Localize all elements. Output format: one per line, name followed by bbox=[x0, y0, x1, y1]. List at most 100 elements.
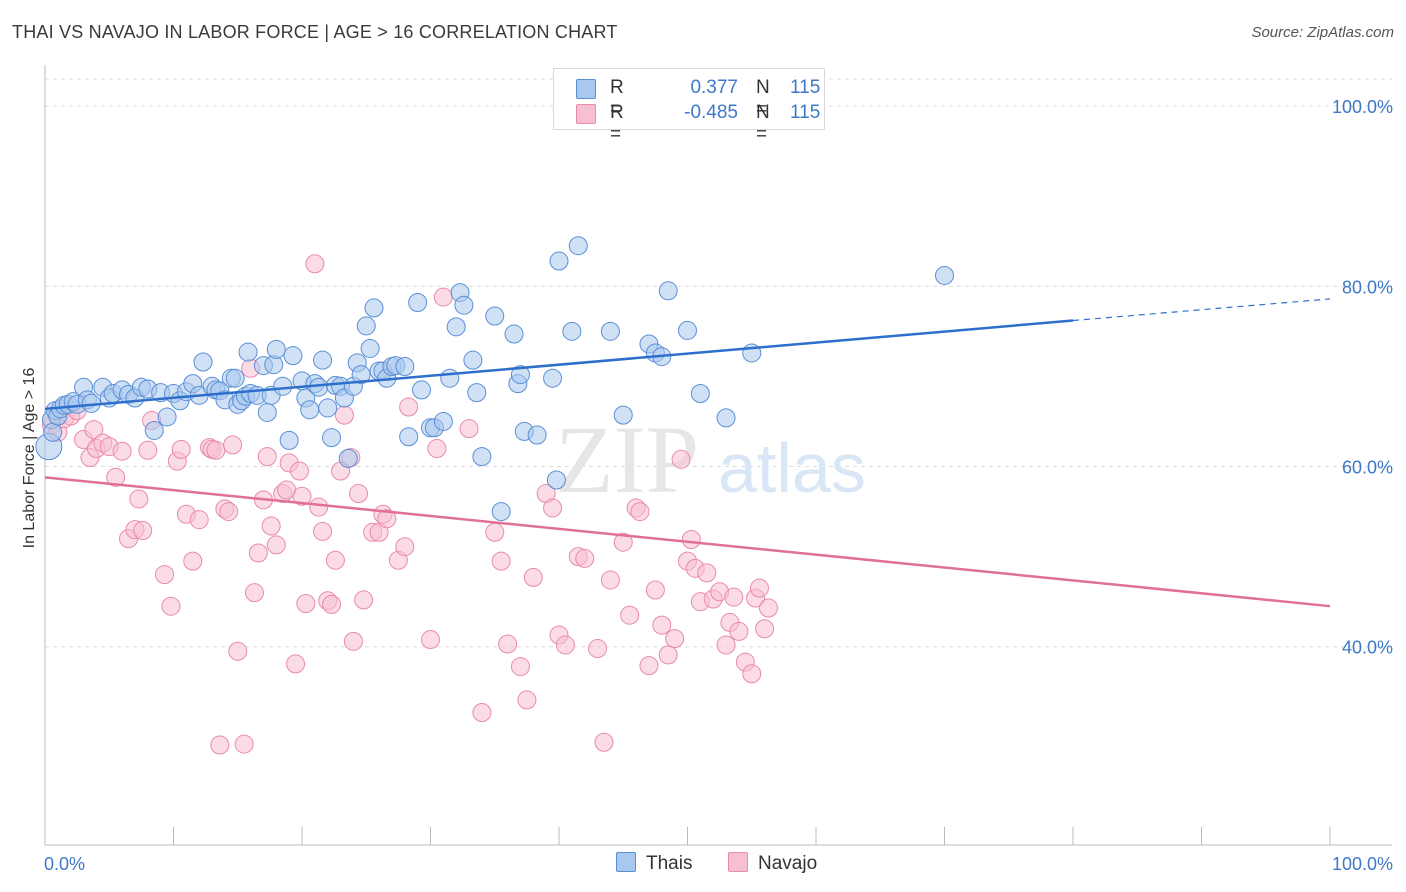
navajo-point bbox=[292, 486, 312, 506]
thais-r-label: R = bbox=[610, 77, 624, 120]
navajo-point bbox=[433, 287, 453, 307]
navajo-point bbox=[313, 521, 333, 541]
thais-point bbox=[549, 251, 569, 271]
navajo-point bbox=[210, 735, 230, 755]
thais-swatch bbox=[576, 79, 596, 99]
navajo-point bbox=[296, 593, 316, 613]
navajo-points bbox=[41, 254, 778, 755]
thais-point bbox=[338, 448, 358, 468]
navajo-point bbox=[681, 530, 701, 550]
navajo-point bbox=[257, 447, 277, 467]
navajo-point bbox=[613, 532, 633, 552]
thais-point bbox=[543, 368, 563, 388]
navajo-point bbox=[427, 438, 447, 458]
thais-point bbox=[454, 295, 474, 315]
thais-point bbox=[360, 338, 380, 358]
thais-point bbox=[491, 502, 511, 522]
thais-point bbox=[678, 320, 697, 340]
navajo-point bbox=[485, 522, 505, 542]
navajo-point bbox=[289, 461, 309, 481]
navajo-point bbox=[421, 630, 440, 650]
thais-point bbox=[318, 398, 338, 418]
navajo-point bbox=[645, 580, 665, 600]
thais-trend-line bbox=[44, 319, 1074, 411]
navajo-trend-line bbox=[44, 476, 1331, 608]
navajo-point bbox=[658, 645, 678, 665]
navajo-point bbox=[588, 639, 608, 659]
thais-n-value: 115 bbox=[790, 77, 821, 98]
navajo-point bbox=[758, 598, 778, 618]
navajo-point bbox=[228, 641, 248, 661]
thais-point bbox=[463, 350, 483, 370]
navajo-point bbox=[555, 635, 575, 655]
navajo-r-value: -0.485 bbox=[684, 102, 738, 123]
navajo-point bbox=[155, 565, 175, 585]
thais-point bbox=[562, 321, 582, 341]
thais-n-label: N = bbox=[756, 77, 770, 120]
navajo-point bbox=[244, 583, 264, 603]
navajo-point bbox=[639, 656, 659, 676]
thais-point bbox=[412, 380, 432, 400]
thais-point bbox=[467, 383, 487, 403]
navajo-point bbox=[349, 484, 369, 504]
navajo-point bbox=[206, 440, 226, 460]
thais-point bbox=[527, 425, 547, 445]
navajo-point bbox=[510, 657, 530, 677]
navajo-n-value: 115 bbox=[790, 102, 821, 123]
navajo-point bbox=[305, 254, 325, 274]
navajo-point bbox=[354, 590, 374, 610]
navajo-r-label: R = bbox=[610, 102, 624, 145]
thais-point bbox=[472, 447, 492, 467]
thais-point bbox=[658, 281, 678, 301]
thais-point bbox=[568, 236, 588, 256]
watermark: ZIP atlas bbox=[555, 406, 866, 513]
navajo-point bbox=[749, 578, 769, 598]
thais-point bbox=[157, 407, 177, 427]
thais-point bbox=[43, 422, 63, 442]
navajo-point bbox=[742, 664, 762, 684]
navajo-point bbox=[491, 551, 511, 571]
thais-point bbox=[440, 368, 460, 388]
x-tick-label: 0.0% bbox=[44, 854, 85, 874]
navajo-point bbox=[498, 634, 518, 654]
thais-point bbox=[279, 430, 299, 450]
y-axis-label: In Labor Force | Age > 16 bbox=[21, 368, 38, 549]
navajo-legend-swatch bbox=[728, 852, 748, 872]
navajo-point bbox=[755, 619, 775, 639]
navajo-point bbox=[630, 502, 650, 522]
navajo-point bbox=[133, 520, 153, 540]
correlation-legend: R = 0.377 N = 115 R = -0.485 N = 115 bbox=[553, 68, 825, 145]
navajo-point bbox=[729, 621, 749, 641]
navajo-n-label: N = bbox=[756, 102, 770, 145]
navajo-point bbox=[594, 732, 614, 752]
navajo-point bbox=[575, 548, 595, 568]
navajo-point bbox=[377, 509, 397, 529]
navajo-point bbox=[161, 596, 181, 616]
navajo-point bbox=[322, 594, 342, 614]
y-tick-label: 60.0% bbox=[1342, 458, 1393, 478]
navajo-point bbox=[716, 635, 736, 655]
thais-point bbox=[364, 298, 384, 318]
thais-r-value: 0.377 bbox=[690, 77, 738, 98]
thais-point bbox=[510, 365, 530, 385]
thais-point bbox=[399, 427, 419, 447]
navajo-point bbox=[724, 587, 744, 607]
navajo-point bbox=[248, 543, 268, 563]
navajo-point bbox=[325, 550, 345, 570]
thais-point bbox=[690, 384, 710, 404]
navajo-swatch bbox=[576, 104, 596, 124]
navajo-point bbox=[112, 441, 132, 461]
thais-point bbox=[225, 368, 245, 388]
navajo-legend-label: Navajo bbox=[758, 853, 818, 874]
navajo-point bbox=[543, 498, 563, 518]
navajo-point bbox=[138, 440, 158, 460]
navajo-point bbox=[309, 497, 329, 517]
navajo-point bbox=[266, 535, 286, 555]
thais-point bbox=[322, 428, 342, 448]
thais-point bbox=[504, 324, 524, 344]
navajo-point bbox=[234, 734, 254, 754]
navajo-point bbox=[671, 449, 691, 469]
navajo-point bbox=[84, 420, 104, 440]
y-tick-label: 80.0% bbox=[1342, 277, 1393, 297]
